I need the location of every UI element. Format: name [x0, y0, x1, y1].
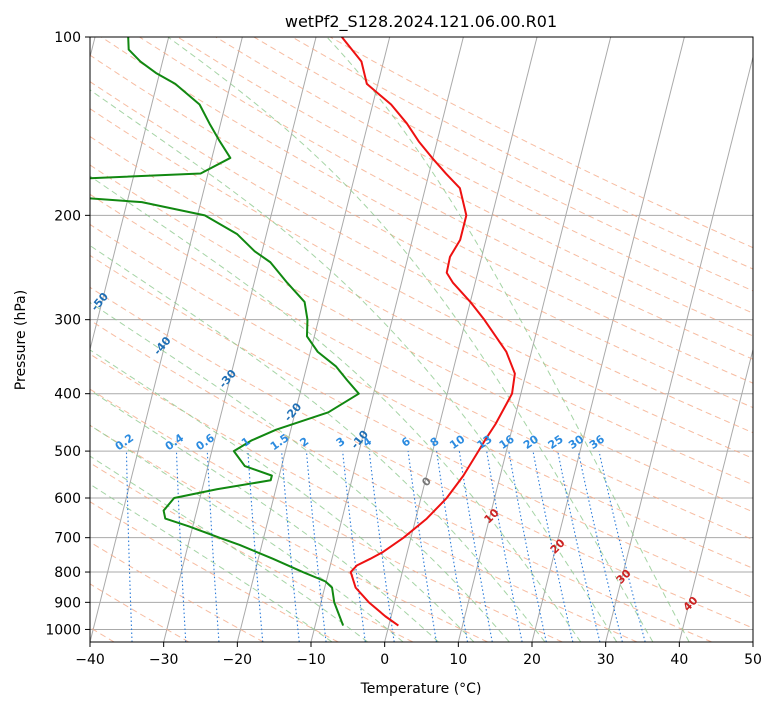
y-axis-title: Pressure (hPa): [13, 290, 29, 390]
moist-adiabat-line: [90, 301, 510, 642]
dry-adiabat-line: [90, 54, 753, 409]
dry-adiabat-line: [90, 319, 712, 642]
x-tick-label: 10: [449, 652, 467, 668]
moist-adiabat-line: [167, 37, 654, 642]
moist-adiabat-line: [90, 483, 333, 642]
moist-adiabat-line: [90, 244, 546, 642]
mixing-ratio-line: [342, 451, 366, 642]
y-tick-label: 100: [54, 30, 81, 46]
x-tick-label: −30: [149, 652, 179, 668]
moist-adiabat-line: [90, 455, 368, 642]
mixing-ratio-line: [557, 450, 601, 642]
dry-adiabat-line: [90, 353, 638, 642]
dry-adiabat-line: [90, 388, 563, 642]
x-tick-label: −20: [223, 652, 253, 668]
axis-ticks: −40 −30 −20 −10 0 10 20 30 40 50 100 200 300 400 500 60…: [45, 30, 762, 668]
x-tick-label: 20: [523, 652, 541, 668]
dry-adiabat-line: [90, 583, 190, 642]
chart-title: wetPf2_S128.2024.121.06.00.R01: [285, 12, 557, 32]
dry-adiabat-line: [177, 37, 753, 337]
temperature-profile-line: [341, 37, 516, 627]
y-tick-label: 900: [54, 595, 81, 611]
isotherm-line: [384, 37, 538, 642]
isotherm-line: [605, 54, 753, 642]
dry-adiabat-line: [215, 37, 753, 314]
mixing-ratio-line: [305, 451, 327, 642]
mixing-ratio-line: [532, 450, 574, 642]
mixing-ratio-line: [247, 451, 264, 642]
x-tick-label: 0: [380, 652, 389, 668]
isotherm-line: [678, 347, 753, 642]
y-tick-label: 300: [54, 313, 81, 329]
mixing-ratio-line: [508, 451, 547, 642]
isotherm-line: [90, 37, 170, 352]
x-tick-label: 40: [670, 652, 688, 668]
y-tick-label: 200: [54, 208, 81, 224]
background-lines: [90, 37, 753, 642]
sounding-profiles: [90, 37, 516, 627]
y-tick-label: 700: [54, 531, 81, 547]
x-tick-label: −40: [75, 652, 105, 668]
dry-adiabat-line: [90, 81, 753, 434]
mixing-ratio-line: [368, 451, 395, 642]
dry-adiabat-line: [90, 424, 488, 642]
moist-adiabat-line: [90, 389, 439, 642]
isotherm-line: [236, 37, 391, 642]
x-tick-label: −10: [296, 652, 326, 668]
mixing-ratio-line: [577, 450, 623, 642]
y-tick-label: 400: [54, 387, 81, 403]
moist-adiabat-line: [90, 89, 618, 642]
y-tick-label: 500: [54, 444, 81, 460]
y-tick-label: 600: [54, 491, 81, 507]
mixing-ratio-line: [598, 450, 646, 642]
isotherm-line: [531, 37, 685, 642]
isotherm-line: [163, 37, 317, 642]
x-tick-label: 50: [744, 652, 762, 668]
dry-adiabat-line: [90, 193, 753, 541]
y-tick-label: 800: [54, 565, 81, 581]
y-tick-label: 1000: [45, 622, 81, 638]
dry-adiabat-line: [90, 462, 414, 642]
dry-adiabat-line: [90, 135, 753, 486]
mixing-ratio-line: [407, 451, 437, 642]
x-axis-title: Temperature (°C): [360, 681, 482, 697]
mixing-ratio-line: [281, 451, 300, 642]
moist-adiabat-line: [326, 37, 690, 642]
isotherm-line: [457, 37, 612, 642]
plot-frame: [89, 36, 754, 643]
dewpoint-profile-line: [90, 37, 360, 626]
x-tick-label: 30: [597, 652, 615, 668]
dry-adiabat-line: [90, 164, 753, 513]
